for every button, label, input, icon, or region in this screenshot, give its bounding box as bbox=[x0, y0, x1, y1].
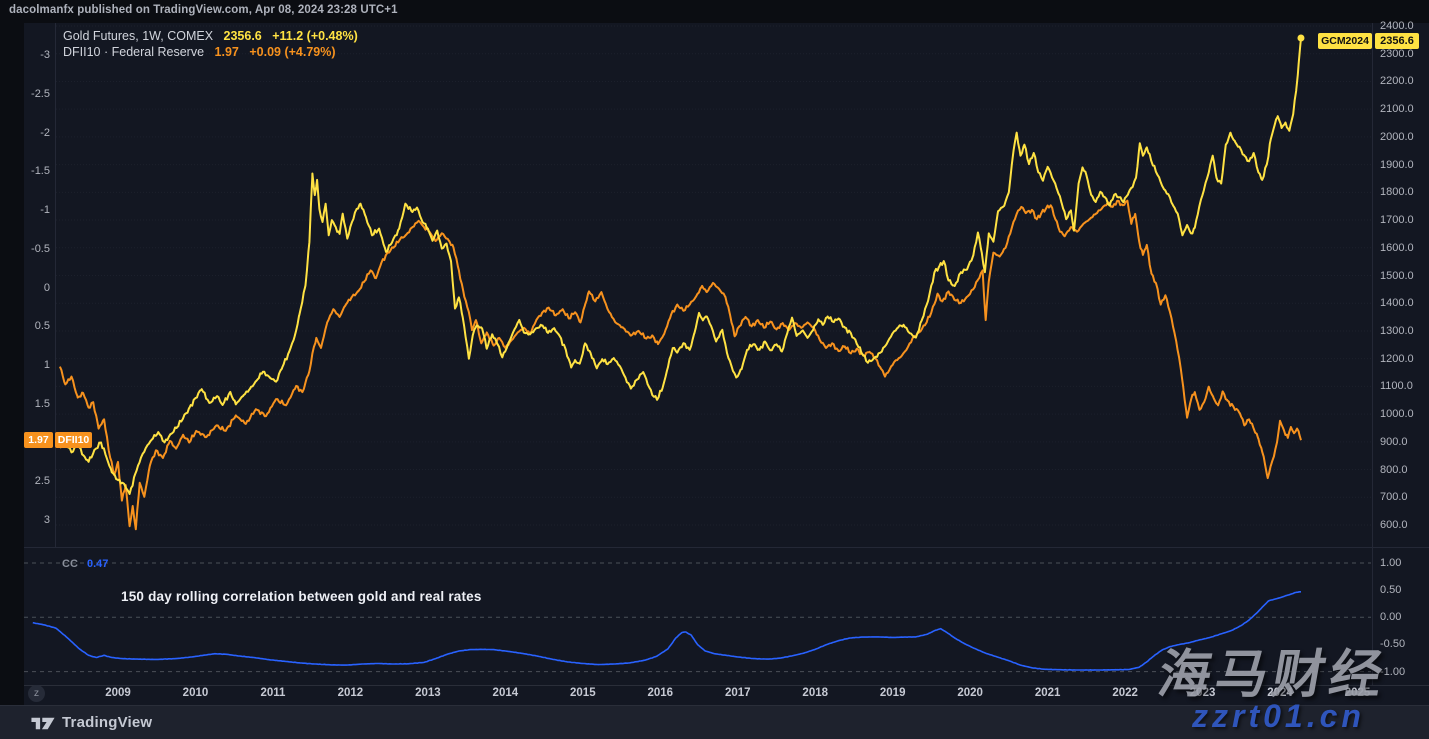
indicator-scale-tick: 1.00 bbox=[1380, 556, 1402, 569]
dfii-price-label: 1.97 bbox=[24, 432, 53, 449]
indicator-name: CC bbox=[62, 558, 78, 570]
right-scale-tick: 1700.0 bbox=[1380, 214, 1414, 227]
left-scale-tick: -3 bbox=[40, 49, 50, 61]
tradingview-wordmark[interactable]: TradingView bbox=[62, 714, 153, 731]
right-scale-tick: 1300.0 bbox=[1380, 324, 1414, 337]
legend-gold-change: +11.2 (+0.48%) bbox=[272, 29, 358, 43]
time-scale-tick: 2022 bbox=[1112, 687, 1138, 699]
gold-price-label: 2356.6 bbox=[1375, 33, 1419, 50]
right-scale-tick: 700.0 bbox=[1380, 491, 1408, 504]
left-scale-tick: 1.5 bbox=[34, 397, 50, 410]
legend-row-dfii[interactable]: DFII10 · Federal Reserve 1.97 +0.09 (+4.… bbox=[63, 45, 358, 61]
dfii-symbol-badge: DFII10 bbox=[55, 432, 92, 449]
right-scale-tick: 2300.0 bbox=[1380, 47, 1414, 60]
right-scale-tick: 600.0 bbox=[1380, 519, 1408, 531]
time-scale-tick: 2011 bbox=[260, 687, 286, 699]
legend-dfii-value: 1.97 bbox=[214, 44, 239, 59]
tradingview-logo-icon[interactable] bbox=[30, 715, 56, 737]
time-scale-tick: 2016 bbox=[647, 687, 674, 699]
right-scale-tick: 2000.0 bbox=[1380, 130, 1414, 143]
legend-dfii-name: DFII10 · Federal Reserve bbox=[63, 44, 205, 59]
left-scale-tick: -2 bbox=[40, 126, 50, 139]
annotation-text: 150 day rolling correlation between gold… bbox=[121, 589, 482, 604]
timezone-label: z bbox=[33, 687, 40, 699]
time-scale-tick: 2013 bbox=[415, 687, 441, 699]
legend: Gold Futures, 1W, COMEX 2356.6 +11.2 (+0… bbox=[63, 29, 358, 60]
publisher-line: dacolmanfx published on TradingView.com,… bbox=[9, 4, 398, 16]
time-scale-tick: 2020 bbox=[957, 687, 983, 699]
time-scale-tick: 2024 bbox=[1267, 687, 1293, 699]
time-scale-tick: 2021 bbox=[1034, 687, 1061, 699]
indicator-scale-tick: 0.00 bbox=[1380, 611, 1402, 624]
right-scale-tick: 1800.0 bbox=[1380, 186, 1414, 199]
legend-row-gold[interactable]: Gold Futures, 1W, COMEX 2356.6 +11.2 (+0… bbox=[63, 29, 358, 45]
watermark-url: zzrt01.cn bbox=[1192, 698, 1365, 734]
left-scale-tick: -2.5 bbox=[31, 87, 50, 100]
time-scale-tick: 2014 bbox=[492, 687, 519, 699]
time-scale-tick: 2015 bbox=[570, 687, 596, 699]
right-scale-tick: 1600.0 bbox=[1380, 241, 1414, 254]
right-scale-tick: 1900.0 bbox=[1380, 158, 1414, 171]
right-scale-tick: 1000.0 bbox=[1380, 408, 1414, 421]
left-scale-tick: -0.5 bbox=[31, 242, 50, 255]
left-scale-tick: 3 bbox=[43, 514, 50, 526]
time-scale-tick: 2009 bbox=[105, 687, 131, 699]
right-scale-tick: 1400.0 bbox=[1380, 297, 1414, 310]
indicator-label[interactable]: CC 0.47 bbox=[62, 558, 108, 570]
left-scale-tick: 0.5 bbox=[34, 320, 50, 333]
left-scale-tick: -1 bbox=[40, 204, 50, 216]
right-scale-tick: 800.0 bbox=[1380, 463, 1408, 476]
right-scale-tick: 1500.0 bbox=[1380, 269, 1414, 282]
legend-gold-value: 2356.6 bbox=[223, 29, 262, 43]
legend-dfii-change: +0.09 (+4.79%) bbox=[249, 44, 336, 59]
right-scale-tick: 900.0 bbox=[1380, 435, 1408, 448]
right-scale-tick: 1100.0 bbox=[1380, 380, 1413, 393]
time-scale-tick: 2018 bbox=[802, 687, 829, 699]
right-scale-tick: 2400.0 bbox=[1380, 20, 1414, 32]
indicator-value: 0.47 bbox=[86, 558, 109, 570]
time-scale-tick: 2019 bbox=[879, 687, 906, 699]
timezone-button[interactable]: z bbox=[28, 685, 45, 702]
legend-gold-name: Gold Futures, 1W, COMEX bbox=[63, 29, 214, 43]
footer-bar: TradingView bbox=[0, 705, 1429, 739]
right-scale-tick: 2100.0 bbox=[1380, 103, 1414, 116]
right-scale-tick: 1200.0 bbox=[1380, 352, 1414, 365]
time-scale-tick: 2023 bbox=[1189, 687, 1216, 699]
time-scale-tick: 2010 bbox=[182, 687, 209, 699]
left-scale-tick: 0 bbox=[43, 281, 50, 294]
gold-symbol-badge: GCM2024 bbox=[1318, 33, 1372, 50]
indicator-scale-tick: -0.50 bbox=[1380, 638, 1406, 651]
left-scale-tick: 2.5 bbox=[34, 475, 50, 488]
watermark-cjk: 海马财经 bbox=[1153, 646, 1393, 704]
indicator-scale-tick: -1.00 bbox=[1380, 665, 1406, 678]
time-scale-tick: 2017 bbox=[724, 687, 751, 699]
right-scale-tick: 2200.0 bbox=[1380, 75, 1414, 88]
time-scale-tick: 2025 bbox=[1344, 687, 1371, 699]
indicator-scale-tick: 0.50 bbox=[1380, 584, 1402, 597]
time-scale-tick: 2012 bbox=[337, 687, 364, 699]
left-scale-tick: -1.5 bbox=[31, 165, 50, 178]
left-scale-tick: 1 bbox=[43, 359, 50, 371]
publisher-bar: dacolmanfx published on TradingView.com,… bbox=[0, 0, 1429, 23]
